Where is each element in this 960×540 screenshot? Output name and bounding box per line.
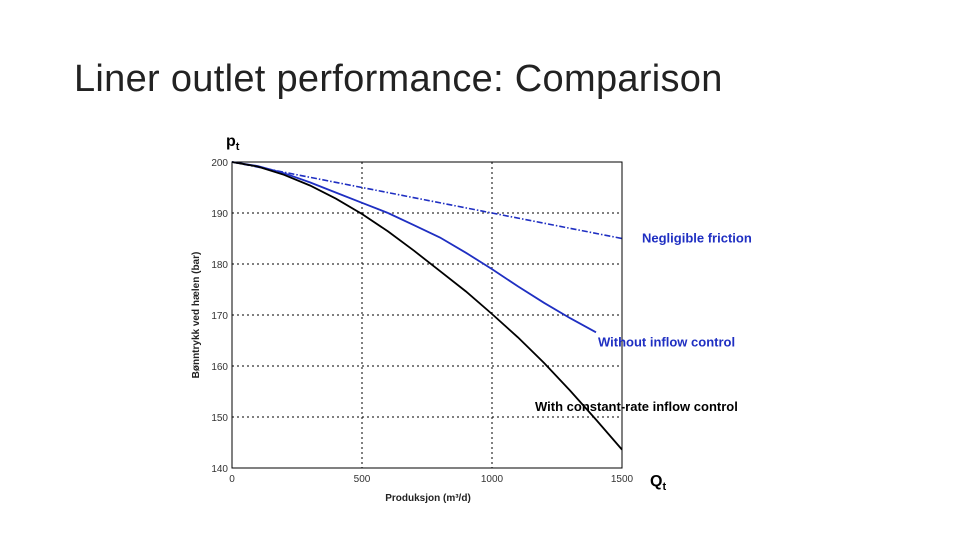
y-tick-label: 200: [211, 158, 228, 169]
y-tick-label: 180: [211, 260, 228, 271]
series-label-0: Negligible friction: [642, 231, 752, 246]
x-ticks: 0 500 1000 1500: [229, 474, 633, 485]
slide-title: Liner outlet performance: Comparison: [74, 58, 723, 100]
series-lines: [231, 161, 623, 451]
y-tick-label: 140: [211, 464, 228, 475]
series-label-1: Without inflow control: [598, 334, 735, 349]
y-tick-label: 170: [211, 311, 228, 322]
plot-frame: [231, 161, 623, 469]
x-tick-label: 500: [354, 474, 371, 485]
series-line-1: [231, 161, 597, 334]
series-labels: Negligible friction Without inflow contro…: [535, 231, 752, 415]
y-tick-label: 150: [211, 413, 228, 424]
x-axis-symbol: Qt: [650, 473, 666, 493]
y-tick-label: 160: [211, 362, 228, 373]
x-tick-label: 1500: [611, 474, 634, 485]
x-tick-label: 0: [229, 474, 235, 485]
series-line-2: [231, 161, 623, 451]
x-tick-label: 1000: [481, 474, 504, 485]
series-line-0: [231, 161, 623, 240]
y-axis-symbol: pt: [226, 133, 240, 153]
y-tick-label: 190: [211, 209, 228, 220]
x-axis-label: Produksjon (m³/d): [385, 493, 471, 504]
series-label-2: With constant-rate inflow control: [535, 399, 738, 414]
y-ticks: 140 150 160 170 180 190 200: [211, 158, 228, 475]
y-axis-label: Bønntrykk ved hælen (bar): [191, 252, 202, 379]
